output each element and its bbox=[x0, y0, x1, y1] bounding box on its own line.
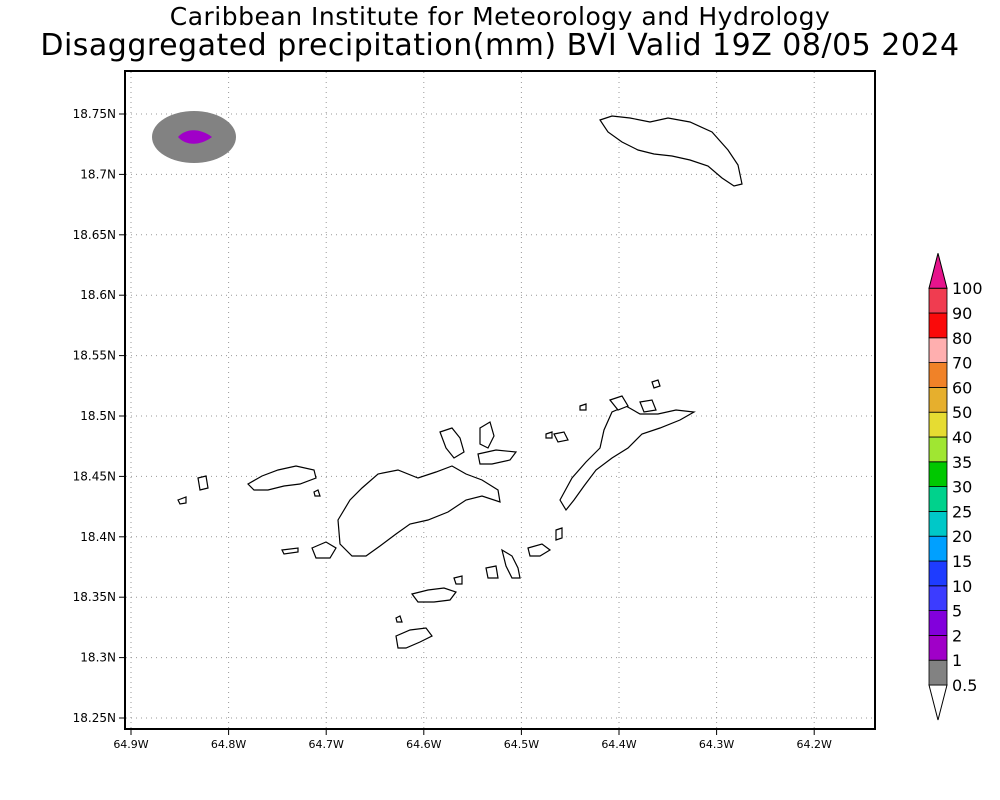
colorbar-label: 40 bbox=[952, 428, 972, 447]
lat-tick-label: 18.7N bbox=[80, 167, 116, 181]
prickly-pear-island bbox=[639, 399, 657, 413]
colorbar-label: 35 bbox=[952, 453, 972, 472]
lat-tick-label: 18.55N bbox=[73, 349, 116, 363]
fallen-jerusalem-island bbox=[555, 527, 563, 541]
colorbar-label: 90 bbox=[952, 304, 972, 323]
lat-tick-label: 18.3N bbox=[80, 651, 116, 665]
colorbar-lower-arrow bbox=[928, 684, 948, 721]
mosquito-island bbox=[608, 395, 629, 411]
lat-tick-label: 18.25N bbox=[73, 711, 116, 725]
cooper-island bbox=[501, 548, 521, 579]
sandy-cay-island bbox=[313, 489, 321, 497]
colorbar-label: 100 bbox=[952, 279, 983, 298]
lat-tick-label: 18.6N bbox=[80, 288, 116, 302]
colorbar-segment bbox=[928, 362, 948, 388]
colorbar-segment bbox=[928, 659, 948, 686]
colorbar-segment bbox=[928, 560, 948, 587]
colorbar-label: 10 bbox=[952, 577, 972, 596]
colorbar-label: 80 bbox=[952, 329, 972, 348]
lon-tick-label: 64.6W bbox=[406, 738, 441, 751]
colorbar-segment bbox=[928, 287, 948, 314]
colorbar-label: 30 bbox=[952, 478, 972, 497]
lon-tick-label: 64.4W bbox=[601, 738, 636, 751]
colorbar-segment bbox=[928, 635, 948, 661]
necker-island bbox=[651, 379, 661, 389]
peter-island bbox=[410, 587, 457, 603]
islands bbox=[177, 115, 743, 649]
ginger-island bbox=[527, 543, 552, 557]
colorbar-label: 20 bbox=[952, 527, 972, 546]
west-cay-island bbox=[177, 496, 187, 505]
lat-tick-label: 18.45N bbox=[73, 469, 116, 483]
dead-chest-island bbox=[453, 575, 463, 585]
longitude-labels: 64.9W 64.8W 64.7W 64.6W 64.5W 64.4W 64.3W 64.2W bbox=[113, 729, 832, 751]
lon-tick-label: 64.2W bbox=[797, 738, 832, 751]
colorbar-label: 15 bbox=[952, 552, 972, 571]
colorbar-segment bbox=[928, 510, 948, 537]
lon-tick-label: 64.5W bbox=[504, 738, 539, 751]
chart-title: Caribbean Institute for Meteorology and … bbox=[169, 2, 831, 31]
lat-tick-label: 18.5N bbox=[80, 409, 116, 423]
colorbar-label: 25 bbox=[952, 502, 972, 521]
colorbar-label: 60 bbox=[952, 378, 972, 397]
colorbar-label: 0.5 bbox=[952, 676, 977, 695]
jost-van-dyke-island bbox=[247, 465, 317, 491]
tortola-island bbox=[337, 465, 501, 557]
marina-cay-island bbox=[545, 431, 553, 439]
colorbar-label: 2 bbox=[952, 626, 962, 645]
precipitation-cell bbox=[152, 111, 236, 163]
norman-island bbox=[395, 627, 433, 649]
great-camanoe-island bbox=[479, 421, 495, 449]
grid-lines bbox=[126, 72, 874, 728]
colorbar-label: 50 bbox=[952, 403, 972, 422]
colorbar-segment bbox=[928, 386, 948, 413]
lat-tick-label: 18.65N bbox=[73, 228, 116, 242]
colorbar-label: 5 bbox=[952, 602, 962, 621]
lat-tick-label: 18.75N bbox=[73, 107, 116, 121]
colorbar-label: 1 bbox=[952, 651, 962, 670]
virgin-gorda-island bbox=[559, 405, 696, 512]
little-jost-van-dyke-island bbox=[197, 475, 209, 491]
colorbar-upper-arrow bbox=[928, 253, 948, 289]
great-dog-island bbox=[579, 403, 587, 411]
colorbar-segment bbox=[928, 312, 948, 339]
colorbar-label: 70 bbox=[952, 354, 972, 373]
scrub-island bbox=[553, 431, 569, 443]
colorbar-segment bbox=[928, 585, 948, 611]
colorbar-segment bbox=[928, 436, 948, 463]
lat-tick-label: 18.4N bbox=[80, 530, 116, 544]
salt-island bbox=[485, 565, 499, 579]
colorbar-segment bbox=[928, 461, 948, 487]
frenchmans-cay-island bbox=[311, 541, 337, 559]
map-frame bbox=[124, 70, 876, 730]
colorbar-segment bbox=[928, 411, 948, 438]
pelican-island bbox=[395, 615, 403, 623]
colorbar-segment bbox=[928, 535, 948, 562]
beef-island bbox=[477, 449, 518, 465]
lon-tick-label: 64.9W bbox=[113, 738, 148, 751]
colorbar-segment bbox=[928, 486, 948, 512]
lon-tick-label: 64.7W bbox=[309, 738, 344, 751]
precip-area-2mm bbox=[178, 130, 212, 144]
colorbar-segment bbox=[928, 610, 948, 636]
lon-tick-label: 64.3W bbox=[699, 738, 734, 751]
anegada-island bbox=[599, 115, 743, 187]
lat-tick-label: 18.35N bbox=[73, 590, 116, 604]
guana-island bbox=[439, 427, 465, 459]
latitude-labels: 18.75N 18.7N 18.65N 18.6N 18.55N 18.5N 18.45N 1… bbox=[73, 107, 125, 725]
chart-subtitle: Disaggregated precipitation(mm) BVI Vali… bbox=[40, 28, 960, 63]
lon-tick-label: 64.8W bbox=[211, 738, 246, 751]
colorbar-segment bbox=[928, 337, 948, 363]
little-thatch-island bbox=[281, 547, 299, 555]
